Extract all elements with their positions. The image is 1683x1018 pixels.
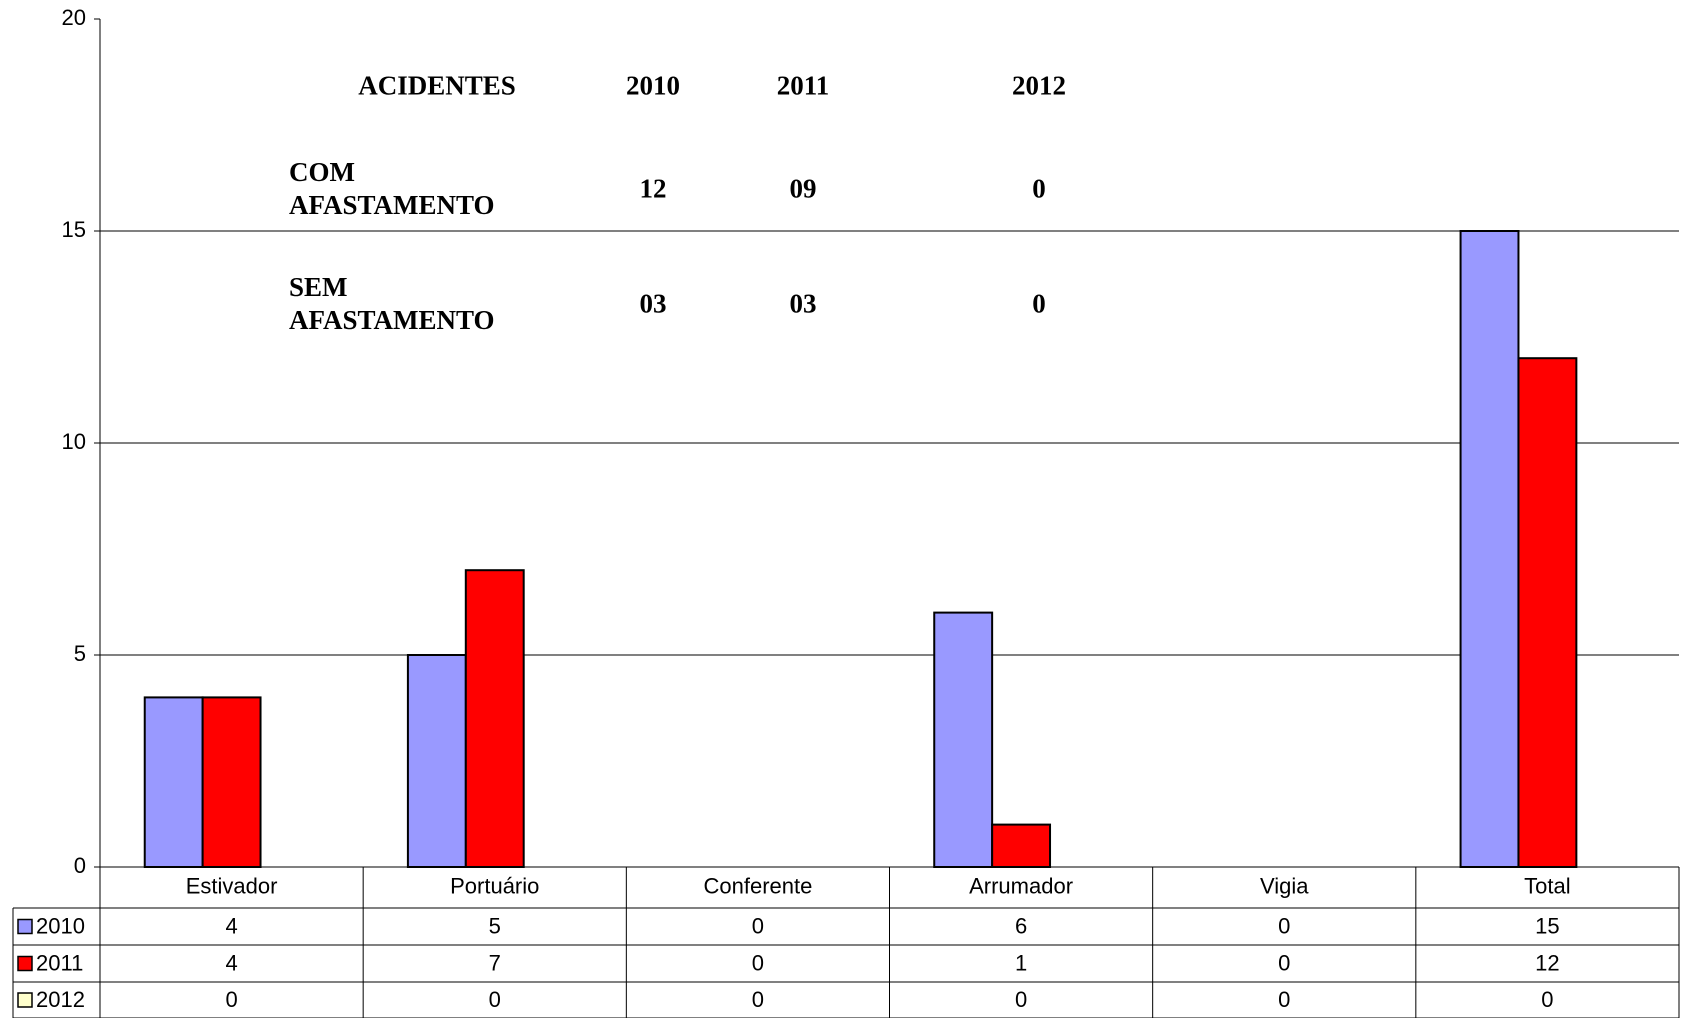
legend-key — [17, 992, 33, 1008]
table-value: 5 — [489, 913, 501, 938]
y-tick-label: 0 — [74, 853, 86, 878]
x-tick-label: Total — [1524, 873, 1570, 898]
x-tick-label: Estivador — [186, 873, 278, 898]
annotation-row-label: SEM AFASTAMENTO — [289, 272, 495, 335]
table-value: 6 — [1015, 913, 1027, 938]
annotation-header: 2011 — [776, 70, 830, 101]
bar — [1459, 230, 1520, 868]
table-value: 0 — [1278, 913, 1290, 938]
table-value: 7 — [489, 950, 501, 975]
x-tick-label: Conferente — [703, 873, 812, 898]
table-value: 4 — [225, 950, 237, 975]
bar — [143, 696, 204, 869]
bar — [201, 696, 262, 869]
bar — [464, 569, 525, 868]
x-tick-label: Arrumador — [969, 873, 1073, 898]
annotation-header: 2010 — [626, 70, 680, 101]
table-value: 12 — [1535, 950, 1559, 975]
annotation-header: ACIDENTES — [358, 70, 516, 101]
table-value: 0 — [1278, 950, 1290, 975]
y-tick-label: 15 — [62, 217, 86, 242]
x-tick-label: Portuário — [450, 873, 539, 898]
annotation-header: 2012 — [1012, 70, 1066, 101]
table-value: 4 — [225, 913, 237, 938]
table-value: 0 — [225, 987, 237, 1012]
legend-label: 2011 — [36, 950, 83, 975]
bar — [1517, 357, 1578, 868]
legend-label: 2010 — [36, 913, 85, 938]
annotation-value: 09 — [789, 173, 817, 204]
annotation-value: 03 — [639, 288, 667, 319]
legend-key — [17, 955, 33, 972]
annotation-row-label: COM AFASTAMENTO — [289, 157, 495, 220]
table-value: 0 — [1541, 987, 1553, 1012]
bar — [933, 611, 994, 868]
bar — [991, 823, 1052, 868]
y-tick-label: 10 — [62, 429, 86, 454]
legend-label: 2012 — [36, 987, 85, 1012]
legend-key — [17, 918, 33, 935]
y-tick-label: 20 — [62, 5, 86, 30]
table-value: 15 — [1535, 913, 1559, 938]
table-value: 0 — [489, 987, 501, 1012]
annotation-value: 03 — [789, 288, 817, 319]
x-tick-label: Vigia — [1260, 873, 1309, 898]
table-value: 1 — [1015, 950, 1027, 975]
table-value: 0 — [752, 987, 764, 1012]
annotation-value: 0 — [1032, 288, 1046, 319]
annotation-value: 12 — [639, 173, 667, 204]
table-value: 0 — [1015, 987, 1027, 1012]
table-value: 0 — [752, 913, 764, 938]
bar — [406, 654, 467, 868]
table-value: 0 — [752, 950, 764, 975]
y-tick-label: 5 — [74, 641, 86, 666]
annotation-value: 0 — [1032, 173, 1046, 204]
table-value: 0 — [1278, 987, 1290, 1012]
